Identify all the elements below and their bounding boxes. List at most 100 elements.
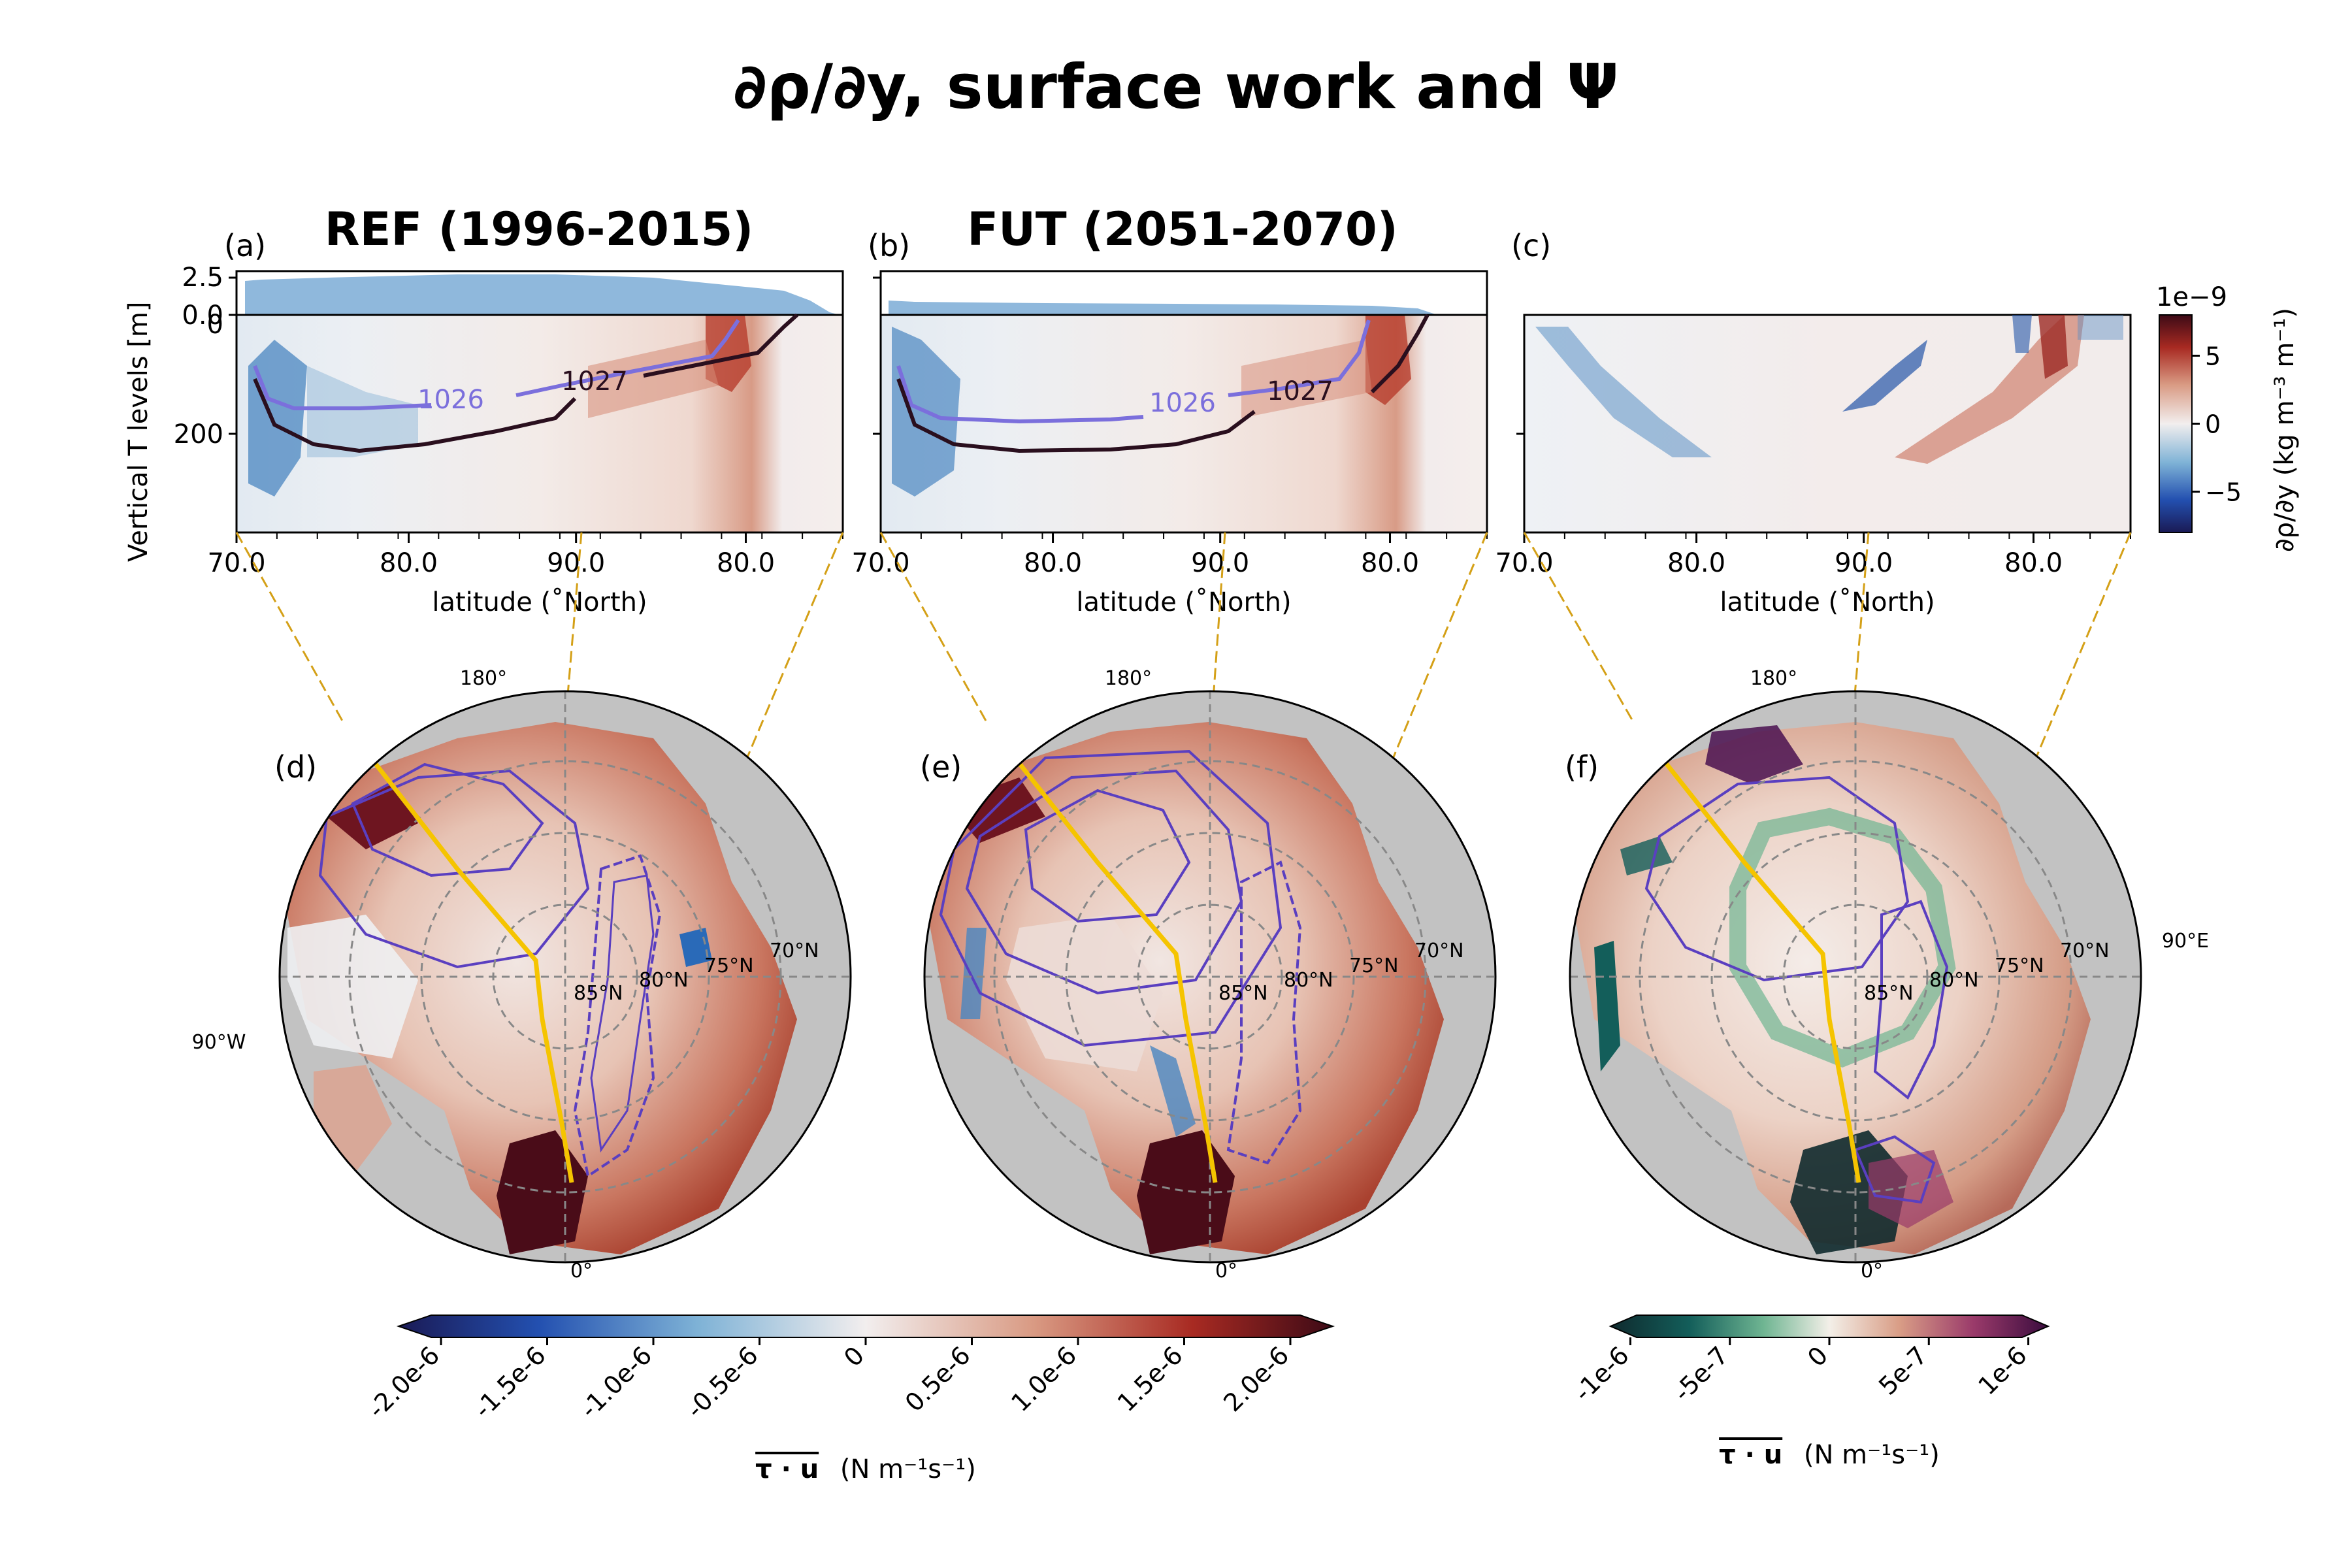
map-d-dark-red-2	[327, 784, 418, 849]
map-e-label-85n: 85°N	[1218, 982, 1268, 1005]
map-e-label-180: 180°	[1105, 667, 1152, 690]
map-f-green-ring	[1729, 808, 1956, 1068]
map-d-dark-red	[497, 1130, 588, 1254]
section-x-ticks: 70.0 80.0 90.0 80.0 70.0 80.0 90.0 80.0 70.0 80.0…	[207, 532, 2131, 578]
panel-b-red-band	[1365, 315, 1411, 405]
work-colorbar-bar	[396, 1315, 1335, 1338]
map-e-label-0: 0°	[1215, 1260, 1237, 1282]
map-e-blue-streak-2	[960, 928, 987, 1019]
panel-b-xlabel: latitude (˚North)	[1076, 587, 1291, 617]
panel-b-contour-1026	[896, 365, 1144, 424]
map-e-contour-3	[939, 749, 1282, 1047]
panel-a-blue-band	[248, 340, 307, 497]
map-f-contour-3	[1854, 1135, 1936, 1204]
map-e-label: (e)	[920, 749, 962, 785]
section-panels: (a) REF (1996-2015) 1026 1027	[123, 203, 2300, 617]
map-d-contour-1	[351, 762, 544, 877]
section-x-ticklabel: 80.0	[1667, 548, 1725, 578]
panel-b-contour-1027-b	[1370, 314, 1429, 394]
workCb-ticklabel: 1.5e-6	[1112, 1341, 1188, 1417]
map-f-label-75n: 75°N	[1995, 955, 2044, 977]
workCb-ticklabel: 2.0e-6	[1218, 1341, 1294, 1417]
map-d-contour-2	[318, 769, 590, 969]
panel-c-blue-strip-2	[2078, 315, 2123, 340]
density-colorbar-ticks: 5 0 −5	[2192, 342, 2242, 507]
depth-tick-0: 0	[207, 310, 223, 340]
section-x-ticklabel: 70.0	[851, 548, 909, 578]
map-f-section-line	[1631, 720, 1861, 1183]
panel-c-blue-band	[1535, 327, 1712, 457]
map-d-ocean	[287, 722, 797, 1254]
map-e-contour-2	[965, 769, 1243, 995]
panel-a-y-ticks: 2.5 0.0 0 200	[174, 263, 237, 449]
section-x-ticklabel: 90.0	[547, 548, 605, 578]
section-x-ticklabel: 80.0	[2004, 548, 2063, 578]
panel-a-blue-band-2	[307, 366, 418, 457]
density-colorbar: 1e−9 5 0 −5 ∂ρ/∂y (kg m⁻³ m⁻¹)	[2156, 282, 2300, 552]
workCb-ticklabel: -1.5e-6	[468, 1341, 551, 1424]
workCb-ticklabel: 0.5e-6	[900, 1341, 976, 1417]
panel-b-contour-1026-b	[1228, 319, 1371, 397]
panel-c-xlabel: latitude (˚North)	[1720, 587, 1935, 617]
map-e-dark-red-2	[947, 777, 1045, 843]
section-x-ticklabel: 70.0	[1495, 548, 1553, 578]
map-f-label-70n: 70°N	[2060, 939, 2110, 962]
map-f-label-180: 180°	[1750, 667, 1797, 690]
panel-a-ylabel: Vertical T levels [m]	[123, 302, 154, 562]
map-d-contour-4	[590, 874, 655, 1153]
panel-b-contour-label-1026: 1026	[1149, 388, 1216, 418]
map-e-ocean	[928, 722, 1444, 1254]
map-e-light-area	[1006, 915, 1163, 1071]
diffCb-ticklabel: -1e-6	[1569, 1341, 1635, 1407]
density-colorbar-ticklabel: 0	[2205, 410, 2221, 439]
map-d-contour-3	[573, 854, 662, 1179]
depth-tick-200: 200	[174, 419, 223, 449]
panel-a: (a) REF (1996-2015) 1026 1027	[123, 203, 844, 562]
map-f-purple-patch	[1705, 725, 1803, 784]
map-f: (f) 180° 0° 90°E 85°N 80°N 75°N	[1565, 667, 2209, 1282]
map-d-label: (d)	[274, 749, 317, 785]
map-e-contour-1	[1024, 789, 1191, 923]
map-e-label-80n: 80°N	[1284, 969, 1333, 992]
diff-colorbar-label-units: (N m⁻¹s⁻¹)	[1804, 1440, 1940, 1470]
panel-a-contour-label-1026: 1026	[417, 385, 484, 415]
panel-a-contour-1027	[253, 378, 577, 453]
map-d-white-area	[287, 915, 418, 1058]
map-d-label-85n: 85°N	[574, 982, 623, 1005]
workCb-ticklabel: 1.0e-6	[1005, 1341, 1082, 1417]
upper-tick-00: 0.0	[182, 301, 223, 331]
map-d-label-90w: 90°W	[192, 1031, 246, 1054]
diffCb-ticklabel: 5e-7	[1873, 1341, 1933, 1401]
panel-a-contour-1027-b	[643, 313, 799, 378]
panel-a-contour-label-1027: 1027	[561, 367, 628, 397]
density-colorbar-scale: 1e−9	[2156, 282, 2227, 312]
panel-c-blue-strip	[2012, 315, 2032, 353]
map-e-section-line	[985, 720, 1218, 1183]
panel-b-upper-fill	[889, 301, 1437, 315]
map-e: (e) 180° 0° 85°N 80°N 75°N 70°N	[920, 667, 1497, 1282]
panel-b-contour-1027	[896, 378, 1256, 453]
panel-b: (b) FUT (2051-2070) 1026 1027	[868, 203, 1488, 534]
panel-b-red-band-2	[1241, 340, 1372, 418]
panel-b-contour-label-1027: 1027	[1267, 376, 1333, 406]
map-f-contour-2	[1873, 900, 1949, 1100]
workCb-ticklabel: -2.0e-6	[362, 1341, 445, 1424]
diff-colorbar-label: τ · u (N m⁻¹s⁻¹)	[1719, 1440, 1940, 1470]
panel-a-label: (a)	[224, 228, 266, 263]
work-colorbar-label-main: τ · u	[755, 1454, 819, 1484]
map-f-contour-1	[1644, 776, 1910, 982]
density-colorbar-bar	[2159, 314, 2193, 533]
workCb-ticklabel: -0.5e-6	[681, 1341, 764, 1424]
work-colorbar-label: τ · u (N m⁻¹s⁻¹)	[755, 1454, 976, 1484]
panel-a-contour-1026-b	[515, 319, 740, 397]
map-d-label-0: 0°	[570, 1260, 593, 1282]
work-colorbar-ticks: -2.0e-6 -1.5e-6 -1.0e-6 -0.5e-6 0 0.5e-6 1.0e-…	[362, 1337, 1294, 1424]
map-f-label-85n: 85°N	[1864, 982, 1914, 1005]
map-f-label-0: 0°	[1861, 1260, 1883, 1282]
diffCb-ticklabel: -5e-7	[1668, 1341, 1734, 1407]
diff-colorbar-label-main: τ · u	[1719, 1440, 1782, 1470]
workCb-ticklabel: -1.0e-6	[574, 1341, 657, 1424]
work-colorbar-label-units: (N m⁻¹s⁻¹)	[840, 1454, 976, 1484]
map-f-green-strip-2	[1620, 836, 1673, 875]
diffCb-ticklabel: 1e-6	[1972, 1341, 2033, 1401]
